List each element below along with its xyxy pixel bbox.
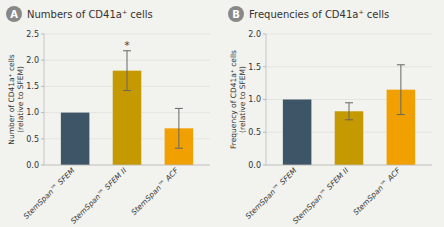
x-tick-label: StemSpan™ SFEM II <box>291 165 351 225</box>
grid-line <box>44 165 210 166</box>
y-tick-label: 1.5 <box>248 63 261 72</box>
error-bar-part <box>123 90 131 91</box>
badge <box>6 6 22 22</box>
error-bar <box>175 108 183 148</box>
chart-canvas: A Numbers of CD41a⁺ cells 0.0 0.5 1.0 1.5 2.0 2… <box>0 0 444 227</box>
y-axis-label-line: (relative to SFEM) <box>16 66 25 133</box>
y-tick-label: 2.0 <box>26 56 39 65</box>
y-tick-label: 2.5 <box>26 30 39 39</box>
error-bar-part <box>345 119 353 120</box>
y-axis-line <box>44 34 45 165</box>
y-tick <box>41 60 44 61</box>
grid-line <box>44 34 210 35</box>
annotation: * <box>124 39 130 52</box>
y-tick-label: 1.0 <box>26 108 39 117</box>
y-tick <box>263 132 266 133</box>
x-tick-label: StemSpan™ SFEM II <box>69 165 129 225</box>
grid-line <box>266 165 432 166</box>
error-bar-part <box>175 108 183 109</box>
y-axis-label: Frequency of CD41a⁺ cells(relative to SF… <box>229 50 247 149</box>
y-tick <box>41 34 44 35</box>
title: Numbers of CD41a⁺ cells <box>27 9 153 20</box>
y-tick-label: 0.0 <box>248 161 261 170</box>
y-tick-label: 2.0 <box>248 30 261 39</box>
error-bar-part <box>397 114 405 115</box>
x-tick-label: StemSpan™ ACF <box>351 166 402 217</box>
background <box>0 0 444 227</box>
badge <box>228 6 244 22</box>
y-tick <box>263 66 266 67</box>
bar <box>61 113 90 165</box>
error-bar <box>123 51 131 91</box>
grid-line <box>266 34 432 35</box>
bar <box>283 100 312 166</box>
y-tick <box>41 86 44 87</box>
y-tick-label: 0.5 <box>248 128 261 137</box>
error-bar-part <box>175 148 183 149</box>
error-bar <box>397 65 405 115</box>
y-tick-label: 0.5 <box>26 135 39 144</box>
panel-label: A <box>10 9 18 20</box>
y-tick-label: 0.0 <box>26 161 39 170</box>
x-tick-label: StemSpan™ SFEM <box>244 166 299 221</box>
y-tick <box>263 99 266 100</box>
y-tick <box>263 34 266 35</box>
x-tick-label: StemSpan™ ACF <box>129 166 180 217</box>
y-tick-label: 1.5 <box>26 82 39 91</box>
y-axis-label: Number of CD41a⁺ cells(relative to SFEM) <box>7 54 25 145</box>
y-tick <box>41 112 44 113</box>
y-axis-label-line: (relative to SFEM) <box>238 66 247 133</box>
error-bar <box>345 103 353 120</box>
x-axis-line <box>44 165 210 166</box>
x-tick-label: StemSpan™ SFEM <box>22 166 77 221</box>
panel-label: B <box>232 9 240 20</box>
bar <box>335 111 364 165</box>
x-axis-line <box>266 165 432 166</box>
y-tick <box>41 165 44 166</box>
y-axis-label-line: Frequency of CD41a⁺ cells <box>229 50 238 149</box>
error-bar-part <box>349 103 350 120</box>
panel: A Numbers of CD41a⁺ cells 0.0 0.5 1.0 1.5 2.0 2… <box>6 6 210 226</box>
error-bar-part <box>345 102 353 103</box>
plot-area <box>283 65 415 165</box>
y-tick-label: 1.0 <box>248 95 261 104</box>
plot-area <box>61 51 193 165</box>
error-bar-part <box>178 108 179 148</box>
y-axis-line <box>266 34 267 165</box>
y-tick <box>41 138 44 139</box>
title: Frequencies of CD41a⁺ cells <box>249 9 389 20</box>
y-axis-label-line: Number of CD41a⁺ cells <box>7 54 16 145</box>
y-tick <box>263 165 266 166</box>
error-bar-part <box>397 64 405 65</box>
error-bar-part <box>400 65 401 115</box>
error-bar-part <box>127 51 128 91</box>
grid-line <box>266 66 432 67</box>
panel: B Frequencies of CD41a⁺ cells 0.0 0.5 1.0 1.5… <box>228 6 432 226</box>
